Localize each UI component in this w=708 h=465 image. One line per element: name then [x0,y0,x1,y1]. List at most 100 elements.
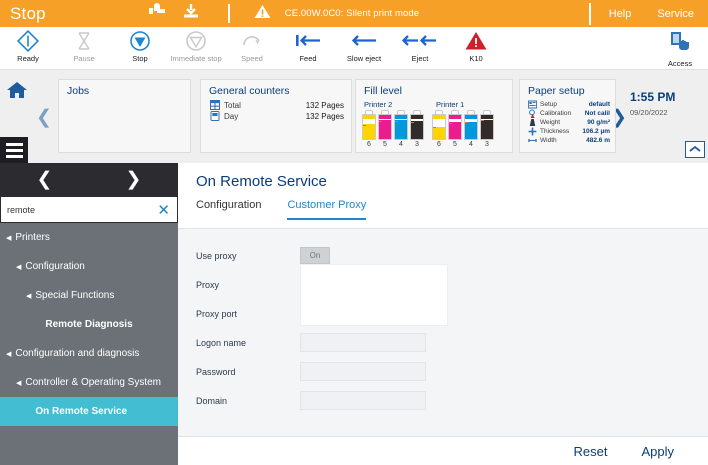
tab-bar: Configuration Customer Proxy [178,199,708,229]
sidebar-item-configuration[interactable]: ◀ Configuration [0,252,178,281]
ink-bottle-neck [483,110,491,115]
sidebar-item-label: Configuration [25,261,85,272]
ink-bottle[interactable]: 3 [480,110,494,148]
proxy-port-stepper[interactable]: ❮ 81 ❯ [300,302,426,325]
toolbar-button-pause[interactable]: Pause [56,27,112,63]
nav-history-bar: ❮ ❯ [0,163,178,196]
nav-back-button[interactable]: ❮ [36,169,53,190]
fill-level-card-title: Fill level [364,85,402,97]
ink-bottle-fill [465,121,477,139]
ink-bottle-neck [397,110,405,115]
label-use-proxy: Use proxy [196,250,237,261]
proxy-input[interactable]: proxy.oce.net [300,275,426,294]
ink-bottle-number: 6 [437,141,441,148]
toolbar-button-k10[interactable]: K10 [448,27,504,63]
toolbar-button-feed[interactable]: Feed [280,27,336,63]
fill-level-card[interactable]: Fill level Printer 2 Printer 1 6 5 4 3 6 5 4 3 [355,79,513,153]
paper-setup-value: default [588,101,610,108]
speed-gauge-icon [240,29,264,53]
form-row-logon-name: Logon name [178,328,708,357]
expand-triangle-icon[interactable]: ◀ [6,234,12,242]
hamburger-menu-icon[interactable] [0,137,28,163]
ink-bottle-cap [481,115,493,119]
ink-bottle[interactable]: 4 [394,110,408,148]
nav-forward-button[interactable]: ❯ [125,169,142,190]
counter-value-total: 132 Pages [305,100,344,110]
toolbar-button-immediate-stop[interactable]: Immediate stop [168,27,224,63]
sidebar-item-special-functions[interactable]: ◀ Special Functions [0,281,178,310]
eject-arrow-icon [401,29,439,53]
domain-input[interactable] [300,391,426,410]
proxy-port-decrement-button[interactable]: ❮ [309,305,320,321]
jobs-card[interactable]: Jobs [58,79,191,153]
ink-bottle-neck [451,110,459,115]
ink-bottle-body [480,114,494,140]
proxy-port-increment-button[interactable]: ❯ [406,305,417,321]
home-button[interactable] [2,78,32,106]
use-proxy-toggle[interactable]: On [300,247,330,264]
ink-bottle-cap [379,115,391,119]
counter-value-day: 132 Pages [305,111,344,121]
paper-setup-name: Thickness [540,128,570,135]
ink-bottle[interactable]: 5 [448,110,462,148]
setup-icon [527,100,538,109]
printer2-label: Printer 2 [364,100,393,109]
paper-setup-card[interactable]: Paper setup Setup default Calibration Not c… [519,79,616,153]
logon-name-input[interactable] [300,333,426,352]
tab-configuration[interactable]: Configuration [196,199,262,211]
paper-setup-value: 90 g/m² [587,119,610,126]
paper-setup-name: Weight [540,119,561,126]
counter-row-total: Total 132 Pages [209,100,344,110]
ink-bottle[interactable]: 5 [378,110,392,148]
hamburger-bar [5,154,23,158]
dashboard-prev-button[interactable]: ❮ [36,107,52,128]
toolbar-button-eject[interactable]: Eject [392,27,448,63]
password-input[interactable] [300,362,426,381]
ink-bottle-number: 4 [399,141,403,148]
label-password: Password [196,366,236,377]
toolbar-button-ready[interactable]: Ready [0,27,56,63]
collapse-dashboard-button[interactable] [685,141,705,158]
ink-bottle-cap [449,115,461,119]
ink-bottle[interactable]: 3 [410,110,424,148]
chevron-up-icon [688,141,702,159]
toolbar-label-slow-eject: Slow eject [346,54,382,63]
status-divider [227,4,230,23]
toolbar-button-stop[interactable]: Stop [112,27,168,63]
service-link[interactable]: Service [657,7,694,20]
expand-triangle-icon[interactable]: ◀ [26,292,32,300]
tab-customer-proxy[interactable]: Customer Proxy [287,199,367,220]
toolbar-button-slow-eject[interactable]: Slow eject [336,27,392,63]
counter-name-day: Day [224,111,239,121]
label-logon-name: Logon name [196,337,247,348]
expand-triangle-icon[interactable]: ◀ [6,350,12,358]
ink-bottle[interactable]: 6 [432,110,446,148]
toolbar-button-speed[interactable]: Speed [224,27,280,63]
control-use-proxy: On [300,247,708,264]
ink-bottle[interactable]: 4 [464,110,478,148]
expand-triangle-icon[interactable]: ◀ [16,379,22,387]
expand-triangle-icon[interactable]: ◀ [16,263,22,271]
action-toolbar: Ready Pause Stop Immediate stop Speed [0,27,708,70]
general-counters-card[interactable]: General counters Total 132 Pages Day 132… [200,79,352,153]
sidebar-item-remote-diagnosis[interactable]: ◀Remote Diagnosis [0,310,178,339]
sidebar-item-configuration-and-diagnosis[interactable]: ◀ Configuration and diagnosis [0,339,178,368]
ink-bottle-number: 6 [367,141,371,148]
paper-setup-row: Thickness 106.2 µm [527,127,610,136]
ink-bottle[interactable]: 6 [362,110,376,148]
apply-button[interactable]: Apply [641,443,674,459]
ink-bottle-fill [433,127,445,139]
paper-setup-row: Weight 90 g/m² [527,118,610,127]
sidebar-item-on-remote-service[interactable]: ◀On Remote Service [0,397,178,426]
search-input[interactable]: remote ✕ [0,196,178,223]
sidebar-item-printers[interactable]: ◀ Printers [0,223,178,252]
dashboard-strip: ❮ ❯ Jobs General counters Total 132 Page… [0,70,708,163]
ink-bottle-graphic [432,110,446,140]
close-x-icon[interactable]: ✕ [157,201,170,219]
reset-button[interactable]: Reset [573,443,608,459]
ink-bottle-graphic [464,110,478,140]
help-link[interactable]: Help [608,7,632,20]
toolbar-button-access[interactable]: Access [652,27,708,68]
sidebar-item-controller-operating-system[interactable]: ◀ Controller & Operating System [0,368,178,397]
